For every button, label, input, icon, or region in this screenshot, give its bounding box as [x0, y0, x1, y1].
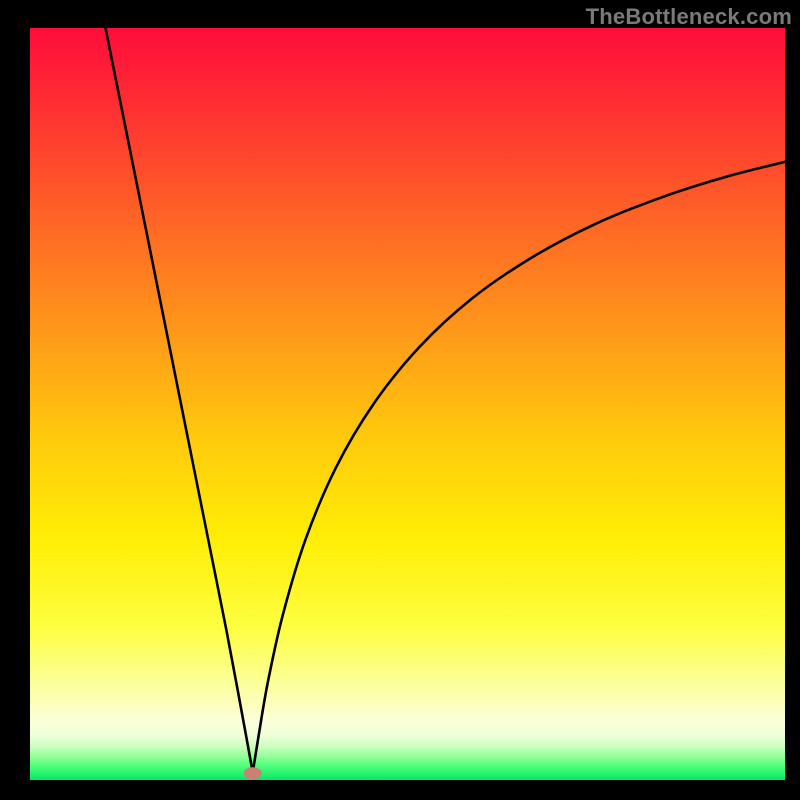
- watermark-text: TheBottleneck.com: [586, 4, 792, 30]
- bottleneck-curve: [30, 28, 785, 780]
- minimum-marker: [244, 767, 262, 779]
- chart-container: TheBottleneck.com: [0, 0, 800, 800]
- plot-area: [30, 28, 785, 780]
- curve-path: [106, 28, 786, 772]
